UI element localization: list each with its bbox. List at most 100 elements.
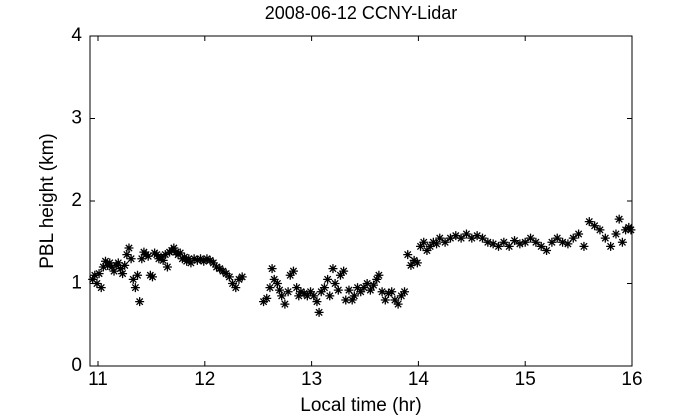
data-point — [109, 266, 119, 276]
x-tick-label: 12 — [194, 369, 215, 390]
y-tick-label: 1 — [71, 273, 82, 294]
data-point — [341, 295, 351, 305]
chart-title: 2008-06-12 CCNY-Lidar — [265, 3, 457, 23]
data-point — [333, 285, 343, 295]
data-point — [88, 274, 98, 284]
data-point — [445, 233, 455, 243]
data-point — [344, 285, 354, 295]
data-point — [133, 270, 143, 280]
data-point — [156, 252, 166, 262]
x-axis-label: Local time (hr) — [300, 395, 421, 416]
data-point — [504, 241, 514, 251]
data-point — [180, 252, 190, 262]
data-point — [406, 260, 416, 270]
x-tick-label: 16 — [621, 369, 642, 390]
data-point — [323, 274, 333, 284]
data-point — [467, 233, 477, 243]
data-point — [105, 258, 115, 268]
data-point — [100, 256, 110, 266]
data-point — [189, 254, 199, 264]
data-point — [347, 295, 357, 305]
data-point — [224, 272, 234, 282]
data-point — [152, 250, 162, 260]
data-point — [611, 229, 621, 239]
data-point — [330, 279, 340, 288]
data-point — [374, 270, 384, 280]
data-point — [158, 255, 168, 265]
data-point — [160, 250, 170, 260]
data-point — [309, 291, 319, 301]
data-point — [362, 279, 372, 288]
data-point — [306, 287, 316, 297]
data-point — [202, 254, 212, 264]
data-point — [92, 279, 102, 288]
data-point — [143, 251, 153, 261]
data-point — [292, 283, 302, 293]
data-point — [339, 266, 349, 276]
data-point — [595, 225, 605, 235]
data-point — [412, 258, 422, 268]
data-point — [472, 231, 482, 241]
data-point — [494, 241, 504, 251]
data-point — [579, 241, 589, 251]
data-point — [617, 237, 627, 247]
data-point — [425, 241, 435, 251]
data-point — [265, 283, 275, 293]
data-point — [96, 283, 106, 293]
data-point — [169, 243, 179, 253]
data-point — [316, 287, 326, 297]
data-point — [356, 287, 366, 297]
data-point — [267, 264, 277, 274]
data-point — [432, 239, 442, 249]
data-point — [175, 248, 185, 258]
data-point — [269, 274, 279, 284]
data-point — [294, 291, 304, 301]
data-point — [614, 214, 624, 224]
data-point — [396, 291, 406, 301]
data-point — [90, 270, 100, 280]
x-tick-label: 13 — [301, 369, 322, 390]
data-point — [94, 269, 104, 279]
data-point — [422, 246, 432, 255]
y-tick-label: 0 — [71, 355, 82, 376]
data-point — [124, 243, 134, 253]
data-point — [400, 287, 410, 297]
data-point — [184, 254, 194, 264]
data-point — [296, 287, 306, 297]
data-point — [186, 258, 196, 268]
data-point — [113, 258, 123, 268]
data-point — [499, 237, 509, 247]
data-point — [120, 260, 130, 270]
data-point — [128, 274, 138, 284]
data-point — [584, 217, 594, 227]
data-point — [280, 299, 290, 309]
data-point — [510, 236, 520, 246]
data-point — [590, 221, 600, 231]
data-point — [126, 254, 136, 264]
data-point — [416, 241, 426, 251]
data-point — [353, 283, 363, 293]
data-point — [419, 237, 429, 247]
data-point — [369, 280, 379, 290]
data-point — [212, 262, 222, 272]
data-point — [288, 266, 298, 276]
data-point — [515, 239, 525, 249]
data-point — [275, 285, 285, 295]
data-point — [393, 299, 403, 309]
data-point — [135, 297, 145, 307]
data-point — [302, 291, 312, 301]
data-point — [98, 262, 108, 272]
data-point — [403, 250, 413, 260]
data-point — [451, 231, 461, 241]
data-point — [122, 250, 132, 260]
data-point — [488, 239, 498, 249]
x-tick-label: 11 — [88, 369, 108, 390]
data-point — [558, 237, 568, 247]
data-point — [520, 237, 530, 247]
data-point — [536, 241, 546, 251]
data-point — [115, 264, 125, 274]
data-point — [335, 270, 345, 280]
data-point — [192, 255, 202, 265]
